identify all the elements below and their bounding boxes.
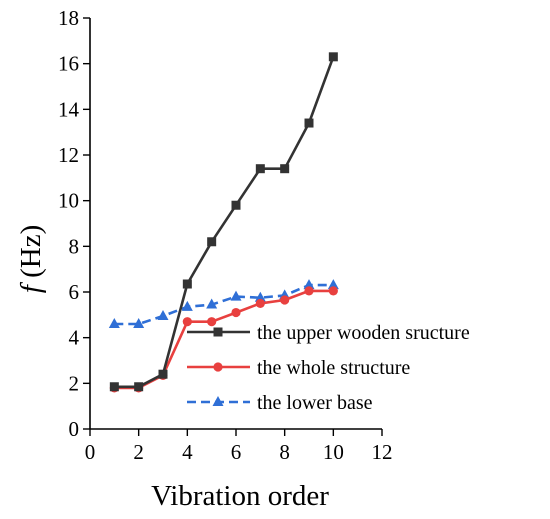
data-point: [182, 317, 192, 327]
data-point: [158, 369, 168, 379]
legend: the upper wooden sructure the whole struc…: [187, 322, 470, 414]
data-point: [181, 300, 193, 311]
data-point: [304, 118, 314, 128]
series-line: [114, 283, 334, 326]
data-point: [327, 279, 339, 290]
legend-label: the whole structure: [257, 357, 410, 379]
axes: 0 2 4 6 8 10 12 0 2 4 6 8 10 12 14 16 18: [58, 6, 393, 464]
x-tick-label: 4: [182, 440, 193, 464]
y-axis-title: f (Hz): [15, 225, 47, 293]
y-tick-label: 0: [69, 417, 80, 441]
data-point: [231, 200, 241, 210]
legend-marker: [213, 327, 223, 337]
series-line: [114, 56, 335, 389]
x-tick-label: 0: [85, 440, 96, 464]
data-point: [182, 279, 192, 289]
y-tick-label: 8: [69, 234, 80, 258]
data-point: [207, 317, 217, 327]
legend-marker: [213, 362, 223, 372]
series-layer: [108, 52, 339, 393]
data-point: [304, 286, 314, 296]
data-point: [328, 286, 338, 296]
data-point: [206, 298, 218, 309]
legend-item-3: the lower base: [187, 392, 373, 414]
y-tick-label: 14: [58, 97, 80, 121]
x-tick-label: 2: [133, 440, 144, 464]
legend-marker: [212, 396, 224, 406]
y-tick-label: 12: [58, 143, 79, 167]
data-point: [280, 295, 290, 305]
data-point: [280, 164, 290, 174]
data-point: [207, 237, 217, 247]
x-axis-title: Vibration order: [151, 480, 329, 512]
data-point: [254, 291, 266, 302]
y-tick-label: 6: [69, 280, 80, 304]
data-point: [108, 317, 120, 328]
x-tick-label: 6: [231, 440, 242, 464]
data-point: [255, 164, 265, 174]
y-axis-title-unit: (Hz): [15, 225, 47, 285]
x-tick-label: 12: [372, 440, 393, 464]
y-tick-label: 2: [69, 371, 80, 395]
legend-label: the upper wooden sructure: [257, 322, 470, 344]
data-point: [133, 317, 145, 328]
legend-label: the lower base: [257, 392, 373, 414]
data-point: [255, 298, 265, 309]
data-point: [230, 290, 242, 301]
data-point: [157, 309, 169, 320]
legend-item-1: the upper wooden sructure: [187, 322, 470, 344]
data-point: [109, 382, 119, 392]
series-1: [109, 52, 338, 392]
legend-item-2: the whole structure: [187, 357, 410, 379]
y-tick-label: 4: [69, 326, 80, 350]
data-point: [328, 52, 338, 62]
data-point: [134, 382, 144, 392]
data-point: [303, 279, 315, 290]
y-tick-label: 16: [58, 52, 79, 76]
series-3: [108, 279, 339, 328]
data-point: [231, 307, 241, 318]
x-tick-label: 8: [279, 440, 290, 464]
y-tick-label: 18: [58, 6, 79, 30]
x-tick-label: 10: [323, 440, 344, 464]
y-tick-label: 10: [58, 189, 79, 213]
